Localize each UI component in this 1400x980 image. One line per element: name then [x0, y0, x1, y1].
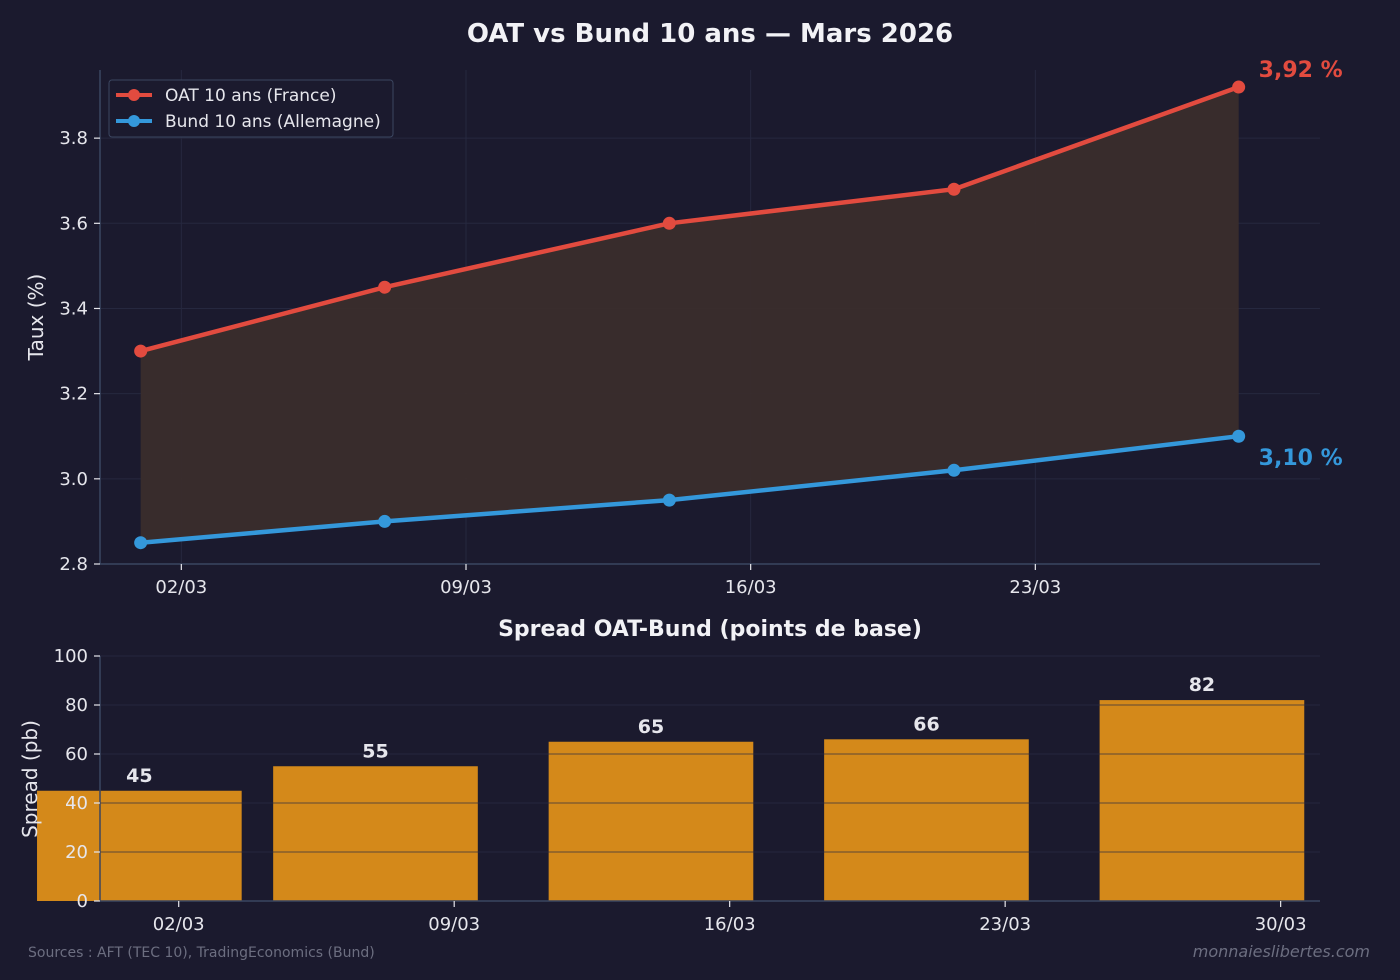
spread-bar [548, 741, 754, 901]
oat-data-point [1232, 80, 1246, 94]
spread-chart-title: Spread OAT-Bund (points de base) [498, 617, 922, 642]
spread-bars [37, 700, 1305, 901]
sources-note: Sources : AFT (TEC 10), TradingEconomics… [28, 945, 375, 961]
legend-bund-label: Bund 10 ans (Allemagne) [165, 112, 381, 132]
rates-y-axis-label: Taux (%) [24, 274, 48, 362]
spread-bar [824, 739, 1029, 901]
rates-chart-title: OAT vs Bund 10 ans — Mars 2026 [467, 19, 953, 49]
rates-y-tick-label: 2.8 [59, 554, 88, 575]
rates-x-tick-label: 23/03 [1009, 577, 1061, 598]
spread-x-tick-label: 16/03 [704, 914, 756, 935]
spread-y-tick-label: 100 [54, 646, 88, 667]
spread-x-tick-label: 02/03 [153, 914, 205, 935]
rates-end-annotations: 3,92 % 3,10 % [1259, 58, 1343, 471]
spread-bar [1099, 700, 1305, 901]
bund-data-point [1232, 429, 1246, 443]
rates-x-tick-label: 02/03 [155, 577, 207, 598]
rates-y-ticks: 2.8 3.0 3.2 3.4 3.6 3.8 [59, 128, 100, 575]
spread-x-ticks: 02/03 09/03 16/03 23/03 30/03 [153, 901, 1307, 935]
watermark: monnaieslibertes.com [1193, 942, 1370, 961]
rates-y-tick-label: 3.0 [59, 469, 88, 490]
spread-y-tick-label: 80 [65, 695, 88, 716]
bund-data-point [947, 463, 961, 477]
rates-x-ticks: 02/03 09/03 16/03 23/03 [155, 564, 1061, 598]
bund-data-point [134, 536, 148, 550]
oat-last-value-label: 3,92 % [1259, 58, 1343, 83]
rates-y-tick-label: 3.2 [59, 384, 88, 405]
spread-bar [273, 766, 478, 901]
spread-x-tick-label: 09/03 [428, 914, 480, 935]
rates-y-tick-label: 3.4 [59, 298, 88, 319]
oat-data-point [662, 216, 676, 230]
spread-fill-area [140, 87, 1239, 543]
oat-data-point [134, 344, 148, 358]
spread-bar-value-label: 65 [638, 716, 664, 738]
spread-y-tick-label: 60 [65, 744, 88, 765]
rates-x-tick-label: 16/03 [725, 577, 777, 598]
rates-axes [99, 70, 1320, 565]
spread-x-tick-label: 30/03 [1255, 914, 1307, 935]
oat-data-point [947, 182, 961, 196]
spread-bar-value-label: 45 [126, 765, 152, 787]
legend-box [108, 79, 394, 138]
bund-data-point [378, 514, 392, 528]
spread-bar-value-label: 66 [913, 713, 939, 735]
spread-y-axis-label: Spread (pb) [18, 720, 42, 838]
oat-data-point [378, 280, 392, 294]
legend-oat-label: OAT 10 ans (France) [165, 86, 336, 106]
spread-bar-value-label: 55 [362, 740, 388, 762]
rates-y-tick-label: 3.6 [59, 213, 88, 234]
bund-last-value-label: 3,10 % [1259, 446, 1343, 471]
rates-y-tick-label: 3.8 [59, 128, 88, 149]
spread-y-ticks: 0 20 40 60 80 100 [54, 646, 100, 912]
legend-oat-marker [128, 89, 140, 101]
legend-bund-marker [128, 115, 140, 127]
spread-y-tick-label: 40 [65, 793, 88, 814]
spread-axes [99, 656, 1320, 902]
spread-x-tick-label: 23/03 [979, 914, 1031, 935]
spread-chart: Spread OAT-Bund (points de base) 0 20 40 60… [18, 617, 1320, 935]
spread-bar-value-label: 82 [1189, 674, 1215, 696]
spread-y-tick-label: 20 [65, 842, 88, 863]
rates-x-tick-label: 09/03 [440, 577, 492, 598]
spread-y-tick-label: 0 [77, 891, 88, 912]
rates-chart: OAT vs Bund 10 ans — Mars 2026 2.8 3.0 3.2… [24, 19, 1343, 598]
bund-data-point [662, 493, 676, 507]
spread-bar [37, 790, 242, 901]
rates-series [134, 80, 1246, 550]
spread-data-labels: 45 55 65 66 82 [126, 674, 1215, 787]
rates-legend: OAT 10 ans (France) Bund 10 ans (Allemag… [108, 79, 394, 138]
